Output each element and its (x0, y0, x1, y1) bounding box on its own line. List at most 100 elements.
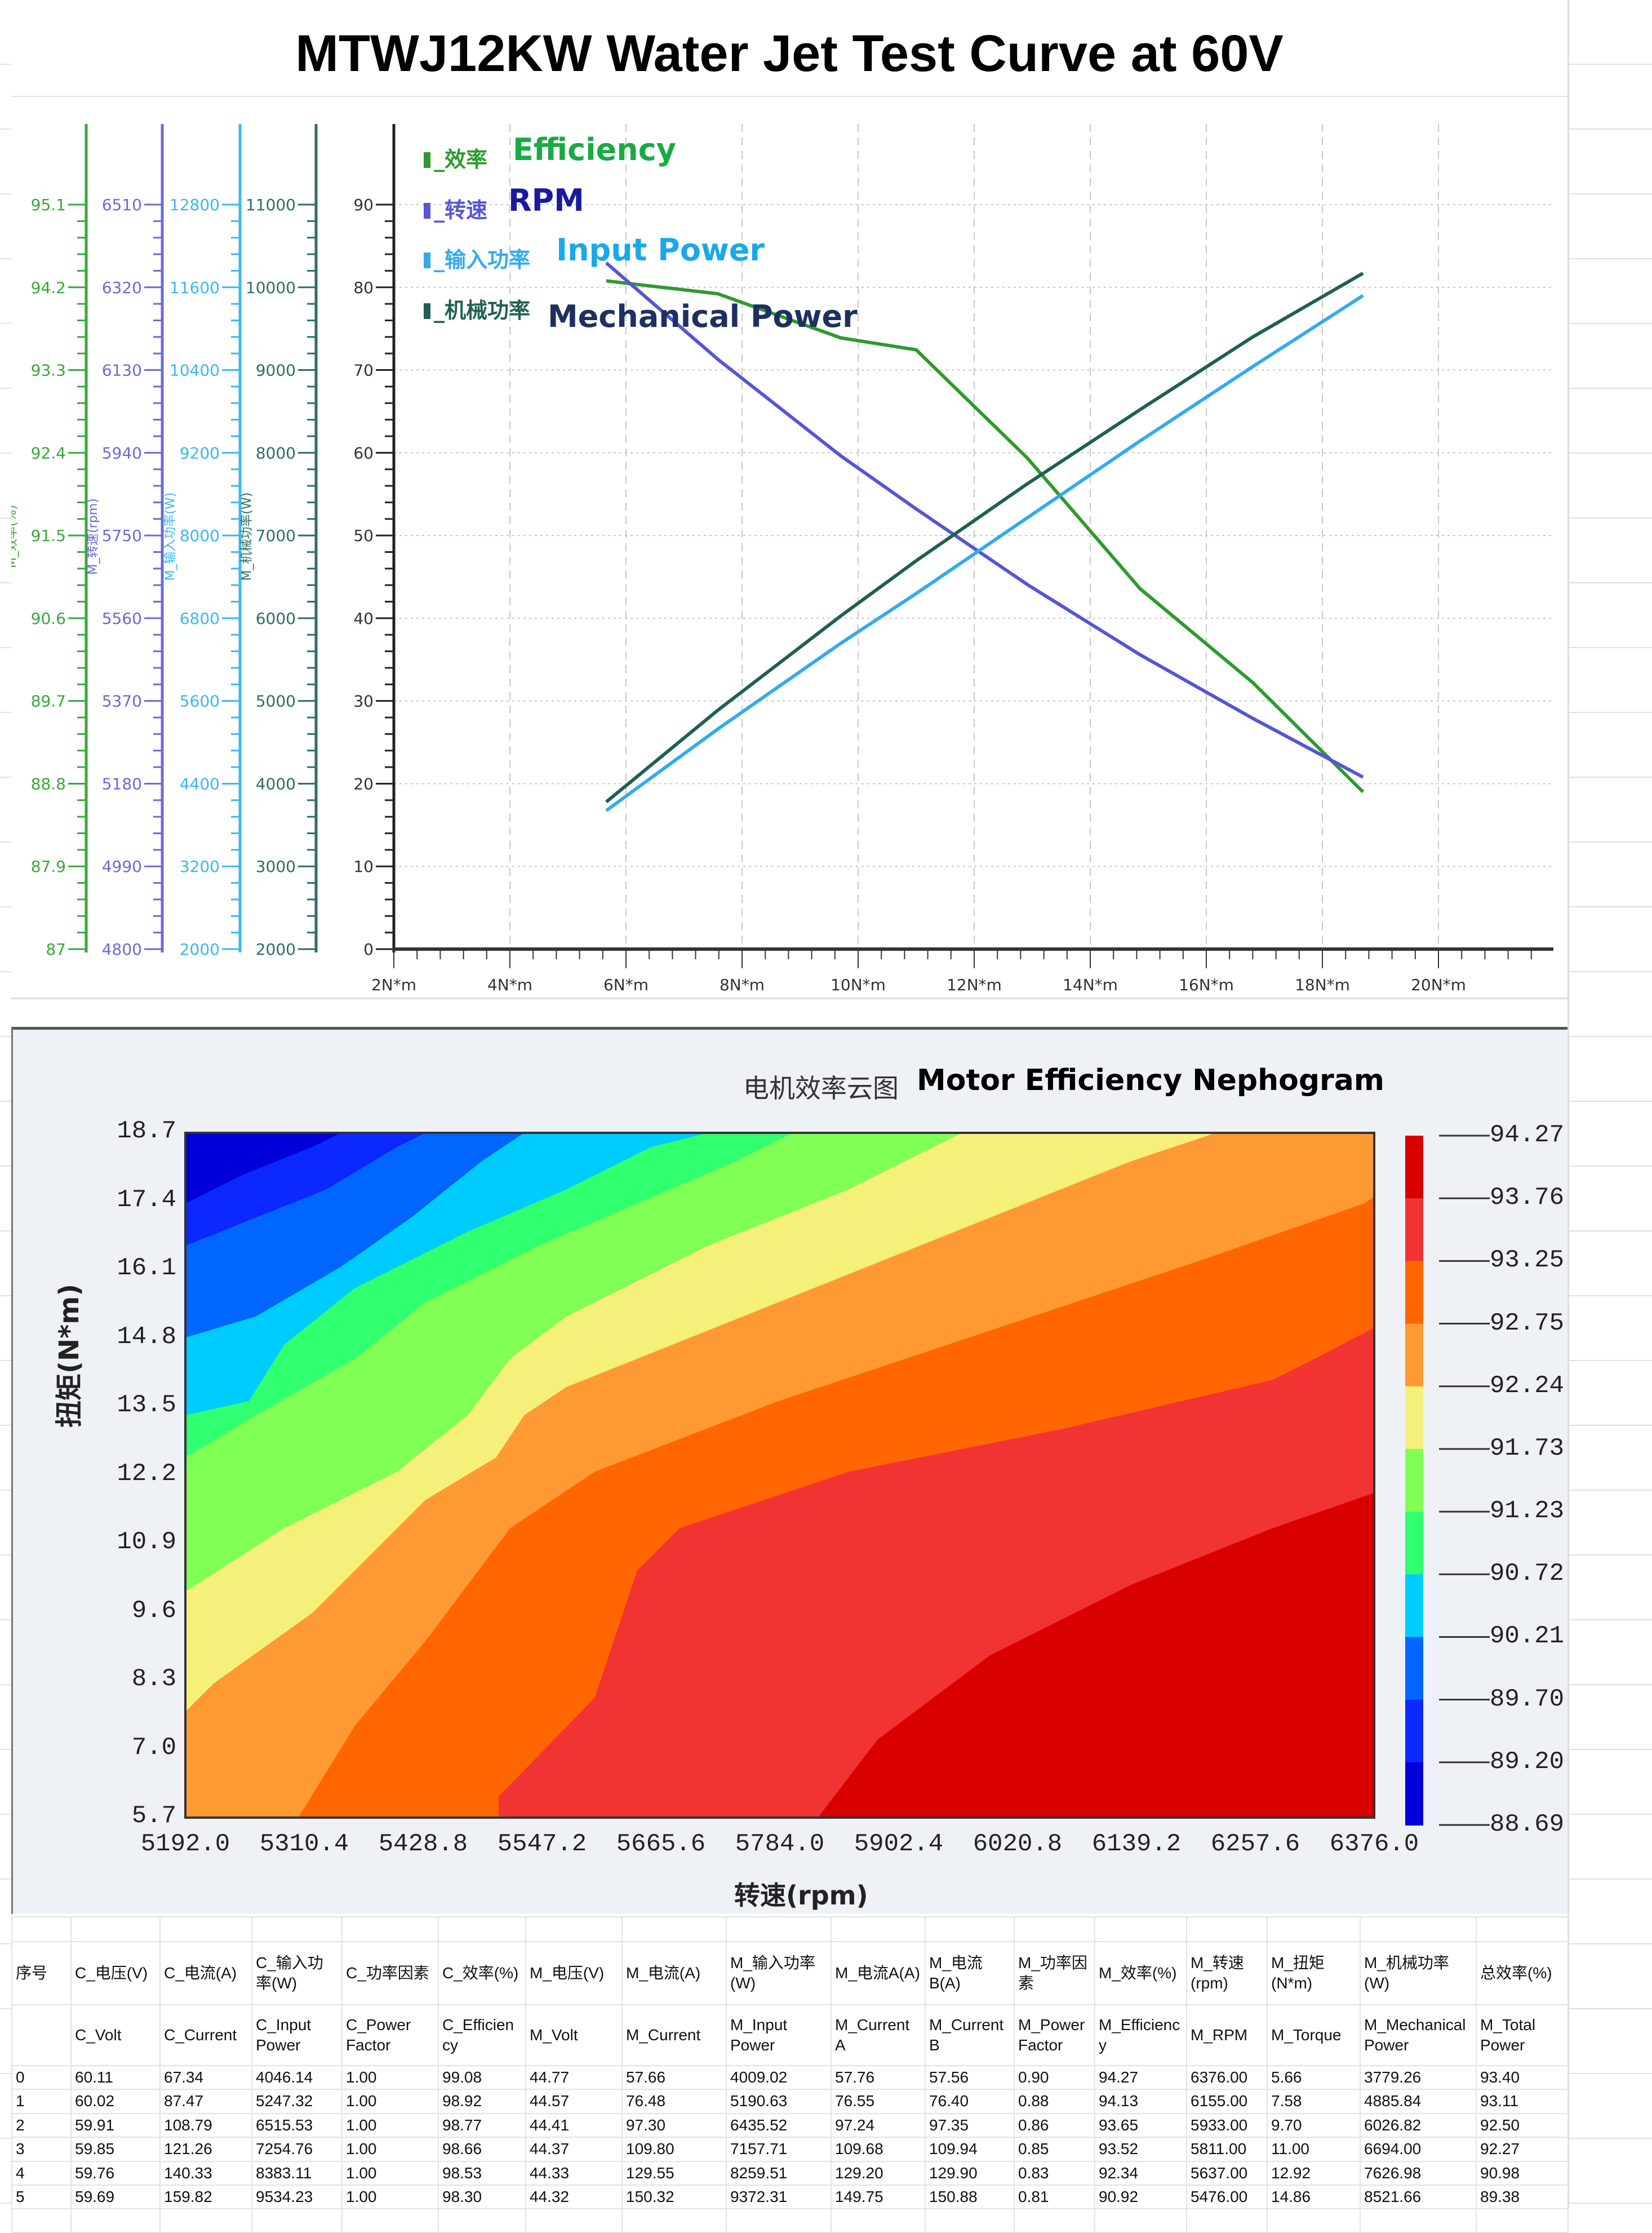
table-cell[interactable]: 44.57 (525, 2089, 623, 2114)
table-cell[interactable]: 129.55 (621, 2160, 727, 2186)
table-cell[interactable]: 7.58 (1267, 2089, 1361, 2114)
table-cell[interactable]: M_Total Power (1476, 2004, 1569, 2066)
table-cell[interactable]: C_电压(V) (70, 1941, 161, 2005)
table-cell[interactable] (1476, 1916, 1569, 1942)
table-cell[interactable]: M_电流A(A) (831, 1941, 926, 2005)
table-cell[interactable]: 5476.00 (1186, 2184, 1268, 2210)
table-cell[interactable] (70, 2208, 161, 2233)
table-cell[interactable]: 9372.31 (726, 2184, 832, 2210)
table-cell[interactable]: M_输入功率(W) (726, 1941, 832, 2005)
table-cell[interactable]: 1 (11, 2089, 72, 2114)
table-cell[interactable]: M_电压(V) (525, 1941, 623, 2005)
table-cell[interactable]: 7254.76 (251, 2137, 343, 2162)
table-cell[interactable]: C_Volt (70, 2004, 161, 2066)
table-cell[interactable]: 44.32 (525, 2184, 623, 2210)
table-cell[interactable]: M_转速(rpm) (1186, 1941, 1268, 2005)
table-cell[interactable]: 97.24 (831, 2112, 926, 2138)
table-cell[interactable]: 57.66 (621, 2064, 727, 2090)
table-cell[interactable]: 8521.66 (1360, 2184, 1477, 2210)
table-cell[interactable] (341, 2208, 439, 2233)
table-cell[interactable]: 6694.00 (1360, 2137, 1477, 2162)
table-cell[interactable] (726, 2208, 832, 2233)
legend-item[interactable]: _输入功率 (424, 242, 530, 273)
table-cell[interactable]: 149.75 (831, 2184, 926, 2210)
table-cell[interactable]: C_Power Factor (341, 2004, 439, 2066)
table-cell[interactable]: M_Power Factor (1014, 2004, 1095, 2066)
table-cell[interactable] (1014, 2208, 1095, 2233)
table-cell[interactable]: 90.92 (1094, 2184, 1187, 2210)
table-cell[interactable]: 1.00 (341, 2089, 439, 2114)
table-cell[interactable] (1267, 2208, 1361, 2233)
table-cell[interactable]: 5190.63 (726, 2089, 832, 2114)
table-cell[interactable] (831, 2208, 926, 2233)
table-cell[interactable]: 6155.00 (1186, 2089, 1268, 2114)
table-cell[interactable]: M_Current (621, 2004, 727, 2066)
table-cell[interactable]: 5.66 (1267, 2064, 1361, 2090)
table-cell[interactable]: 109.94 (925, 2137, 1015, 2162)
table-cell[interactable]: M_Current B (925, 2004, 1015, 2066)
legend-item[interactable]: _机械功率 (424, 293, 530, 324)
table-cell[interactable]: 94.27 (1094, 2064, 1187, 2090)
table-cell[interactable] (438, 1916, 526, 1942)
table-cell[interactable]: 93.40 (1476, 2064, 1569, 2090)
table-cell[interactable] (525, 2208, 623, 2233)
table-cell[interactable]: M_效率(%) (1094, 1941, 1187, 2005)
legend-item[interactable]: _效率 (424, 142, 487, 173)
table-cell[interactable] (1094, 2208, 1187, 2233)
table-cell[interactable]: 60.11 (70, 2064, 161, 2090)
table-cell[interactable]: 1.00 (341, 2064, 439, 2090)
table-cell[interactable]: M_Current A (831, 2004, 926, 2066)
table-cell[interactable]: 1.00 (341, 2184, 439, 2210)
table-cell[interactable]: 57.76 (831, 2064, 926, 2090)
table-cell[interactable] (621, 2208, 727, 2233)
table-cell[interactable]: 8383.11 (251, 2160, 343, 2186)
table-cell[interactable]: C_电流(A) (159, 1941, 252, 2005)
table-cell[interactable]: 3 (11, 2137, 72, 2162)
table-cell[interactable]: C_输入功率(W) (251, 1941, 343, 2005)
table-cell[interactable]: 4046.14 (251, 2064, 343, 2090)
table-cell[interactable]: 5 (11, 2184, 72, 2210)
table-cell[interactable]: 92.34 (1094, 2160, 1187, 2186)
table-cell[interactable]: 6376.00 (1186, 2064, 1268, 2090)
table-cell[interactable] (925, 1916, 1015, 1942)
table-cell[interactable]: 0.86 (1014, 2112, 1095, 2138)
table-cell[interactable] (1094, 1916, 1187, 1942)
table-cell[interactable]: 93.11 (1476, 2089, 1569, 2114)
table-cell[interactable] (11, 2004, 72, 2066)
table-cell[interactable]: 60.02 (70, 2089, 161, 2114)
table-cell[interactable]: 11.00 (1267, 2137, 1361, 2162)
table-cell[interactable]: 59.76 (70, 2160, 161, 2186)
table-cell[interactable]: C_Current (159, 2004, 252, 2066)
table-cell[interactable]: C_Input Power (251, 2004, 343, 2066)
table-cell[interactable]: 76.55 (831, 2089, 926, 2114)
table-cell[interactable] (11, 1916, 72, 1942)
table-cell[interactable]: M_扭矩(N*m) (1267, 1941, 1361, 2005)
table-cell[interactable] (1186, 2208, 1268, 2233)
table-cell[interactable] (1360, 2208, 1477, 2233)
table-cell[interactable]: 6515.53 (251, 2112, 343, 2138)
table-cell[interactable]: 1.00 (341, 2112, 439, 2138)
table-cell[interactable]: 44.77 (525, 2064, 623, 2090)
table-cell[interactable]: 4009.02 (726, 2064, 832, 2090)
table-cell[interactable]: 6026.82 (1360, 2112, 1477, 2138)
table-cell[interactable]: 97.30 (621, 2112, 727, 2138)
test-curve-chart[interactable]: 0 10 20 30 40 50 60 70 80 90 87 87.9 88.8 89.7 90.6 91.… (11, 97, 1567, 999)
table-cell[interactable]: 140.33 (159, 2160, 252, 2186)
table-cell[interactable]: C_效率(%) (438, 1941, 526, 2005)
table-cell[interactable]: 6435.52 (726, 2112, 832, 2138)
table-cell[interactable] (925, 2208, 1015, 2233)
table-cell[interactable]: 109.80 (621, 2137, 727, 2162)
table-cell[interactable]: 0.81 (1014, 2184, 1095, 2210)
table-cell[interactable]: 9534.23 (251, 2184, 343, 2210)
table-cell[interactable]: 129.90 (925, 2160, 1015, 2186)
table-cell[interactable]: 108.79 (159, 2112, 252, 2138)
table-cell[interactable]: 44.37 (525, 2137, 623, 2162)
table-cell[interactable]: 98.77 (438, 2112, 526, 2138)
table-cell[interactable]: 1.00 (341, 2137, 439, 2162)
table-cell[interactable] (1267, 1916, 1361, 1942)
table-cell[interactable] (831, 1916, 926, 1942)
table-cell[interactable]: 150.88 (925, 2184, 1015, 2210)
table-cell[interactable]: C_功率因素 (341, 1941, 439, 2005)
table-cell[interactable] (159, 1916, 252, 1942)
table-cell[interactable]: 129.20 (831, 2160, 926, 2186)
